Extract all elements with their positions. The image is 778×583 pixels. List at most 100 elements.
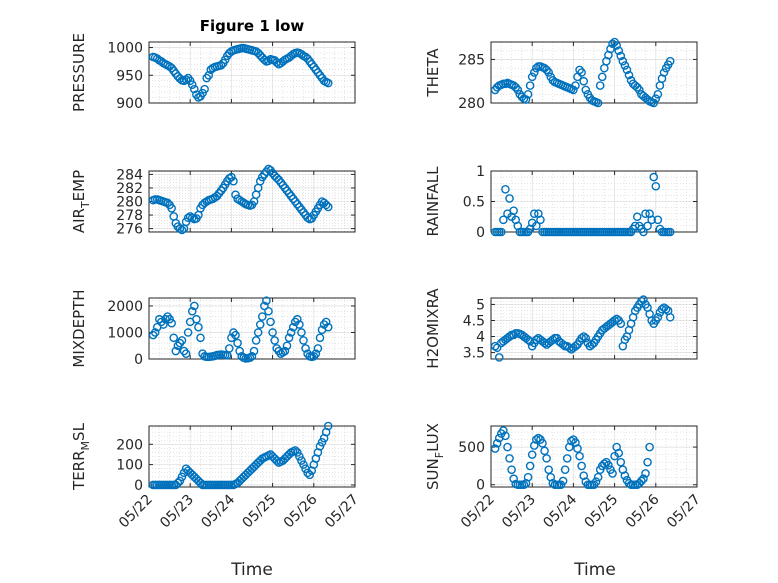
data-point: [175, 74, 185, 83]
data-point: [575, 451, 584, 461]
data-point: [593, 472, 603, 482]
data-point: [278, 348, 288, 357]
subplot-7-grid: [148, 426, 356, 487]
subplot-5-markers: [148, 296, 333, 363]
data-point: [544, 68, 553, 77]
data-point: [540, 446, 549, 456]
data-point: [665, 56, 675, 66]
data-point: [544, 465, 553, 474]
subplot-2-theta: 280 285 THETA: [424, 37, 698, 112]
data-point: [532, 435, 541, 444]
data-point: [509, 330, 518, 340]
data-point: [604, 460, 613, 470]
data-point: [643, 457, 652, 467]
data-point: [167, 203, 176, 213]
data-point: [653, 89, 663, 99]
x-tick-label: 05/25: [582, 492, 622, 532]
data-point: [237, 474, 246, 484]
data-point: [523, 89, 533, 99]
data-point: [560, 465, 570, 474]
data-point: [529, 68, 539, 77]
data-point: [579, 332, 589, 341]
data-point: [651, 181, 661, 191]
data-point: [229, 176, 238, 186]
data-point: [499, 215, 508, 225]
data-point: [525, 337, 535, 346]
data-point: [272, 58, 282, 67]
data-point: [653, 215, 663, 225]
data-point: [169, 333, 179, 343]
y-tick-label: 0: [476, 478, 485, 494]
ylabel-main: PRESSURE: [70, 33, 88, 112]
ylabel-main: THETA: [424, 48, 442, 98]
data-point: [241, 470, 251, 480]
data-point: [266, 317, 275, 327]
data-point: [181, 217, 191, 227]
data-point: [501, 431, 510, 441]
data-point: [204, 70, 214, 80]
data-point: [558, 476, 568, 486]
ylabel-rest: SL: [70, 422, 88, 441]
data-point: [260, 55, 269, 65]
subplot-4-rainfall: 0 0.5 1 RAINFALL: [424, 164, 698, 241]
data-point: [577, 461, 586, 471]
data-point: [272, 173, 282, 183]
y-tick-label: 282: [116, 181, 143, 197]
data-point: [581, 333, 591, 343]
data-point: [614, 448, 624, 458]
subplot-8-y-axis-label: SUNFLUX: [424, 423, 446, 490]
data-point: [525, 461, 535, 471]
subplot-7-terr: 0 100 200 05/22 05/23 05/24 05/25 05/26 05/27 TER…: [70, 421, 362, 532]
data-point: [637, 476, 646, 486]
data-point: [181, 349, 191, 358]
data-point: [190, 84, 199, 94]
data-point: [527, 450, 537, 459]
data-point: [187, 80, 197, 89]
y-tick-label: 0.5: [463, 195, 485, 211]
data-point: [505, 454, 514, 463]
data-point: [268, 328, 277, 337]
x-tick-label: 05/23: [499, 492, 539, 532]
data-point: [303, 468, 312, 478]
data-point: [639, 227, 648, 237]
data-point: [163, 198, 172, 208]
y-tick-label: 2000: [107, 299, 143, 315]
x-tick-label: 05/23: [157, 492, 197, 532]
y-tick-label: 500: [458, 440, 485, 456]
data-point: [519, 480, 529, 490]
data-point: [272, 456, 282, 465]
data-point: [150, 328, 160, 337]
data-point: [529, 209, 539, 218]
data-point: [659, 68, 669, 77]
subplot-5-mixdepth: 0 1000 2000 MIXDEPTH: [70, 289, 356, 368]
data-point: [606, 44, 615, 54]
data-point: [177, 225, 187, 235]
subplot-4-grid: [490, 170, 698, 233]
data-point: [532, 335, 541, 345]
ylabel-subscript: T: [79, 201, 92, 209]
data-point: [323, 78, 333, 88]
data-point: [270, 336, 279, 345]
y-tick-label: 278: [116, 208, 143, 224]
data-point: [620, 61, 630, 70]
data-point: [643, 221, 652, 231]
subplot-6-h2omixra: 3.544.55 H2OMIXRA: [424, 288, 698, 369]
subplot-2-markers: [490, 37, 675, 108]
data-point: [503, 442, 512, 452]
data-point: [593, 98, 603, 108]
y-tick-label: 285: [458, 52, 485, 68]
data-point: [194, 322, 203, 332]
data-point: [649, 172, 659, 182]
ylabel-main: TERR: [70, 450, 88, 491]
data-point: [620, 471, 630, 481]
data-point: [192, 474, 201, 484]
figure-title: Figure 1 low: [200, 17, 305, 35]
data-point: [245, 466, 255, 476]
x-axis-label-right: Time: [573, 560, 616, 580]
data-point: [323, 202, 333, 212]
ylabel-subscript: M: [79, 441, 92, 451]
y-tick-label: 280: [458, 96, 485, 112]
y-tick-label: 284: [116, 167, 143, 183]
data-point: [616, 51, 626, 61]
data-point: [200, 84, 209, 94]
